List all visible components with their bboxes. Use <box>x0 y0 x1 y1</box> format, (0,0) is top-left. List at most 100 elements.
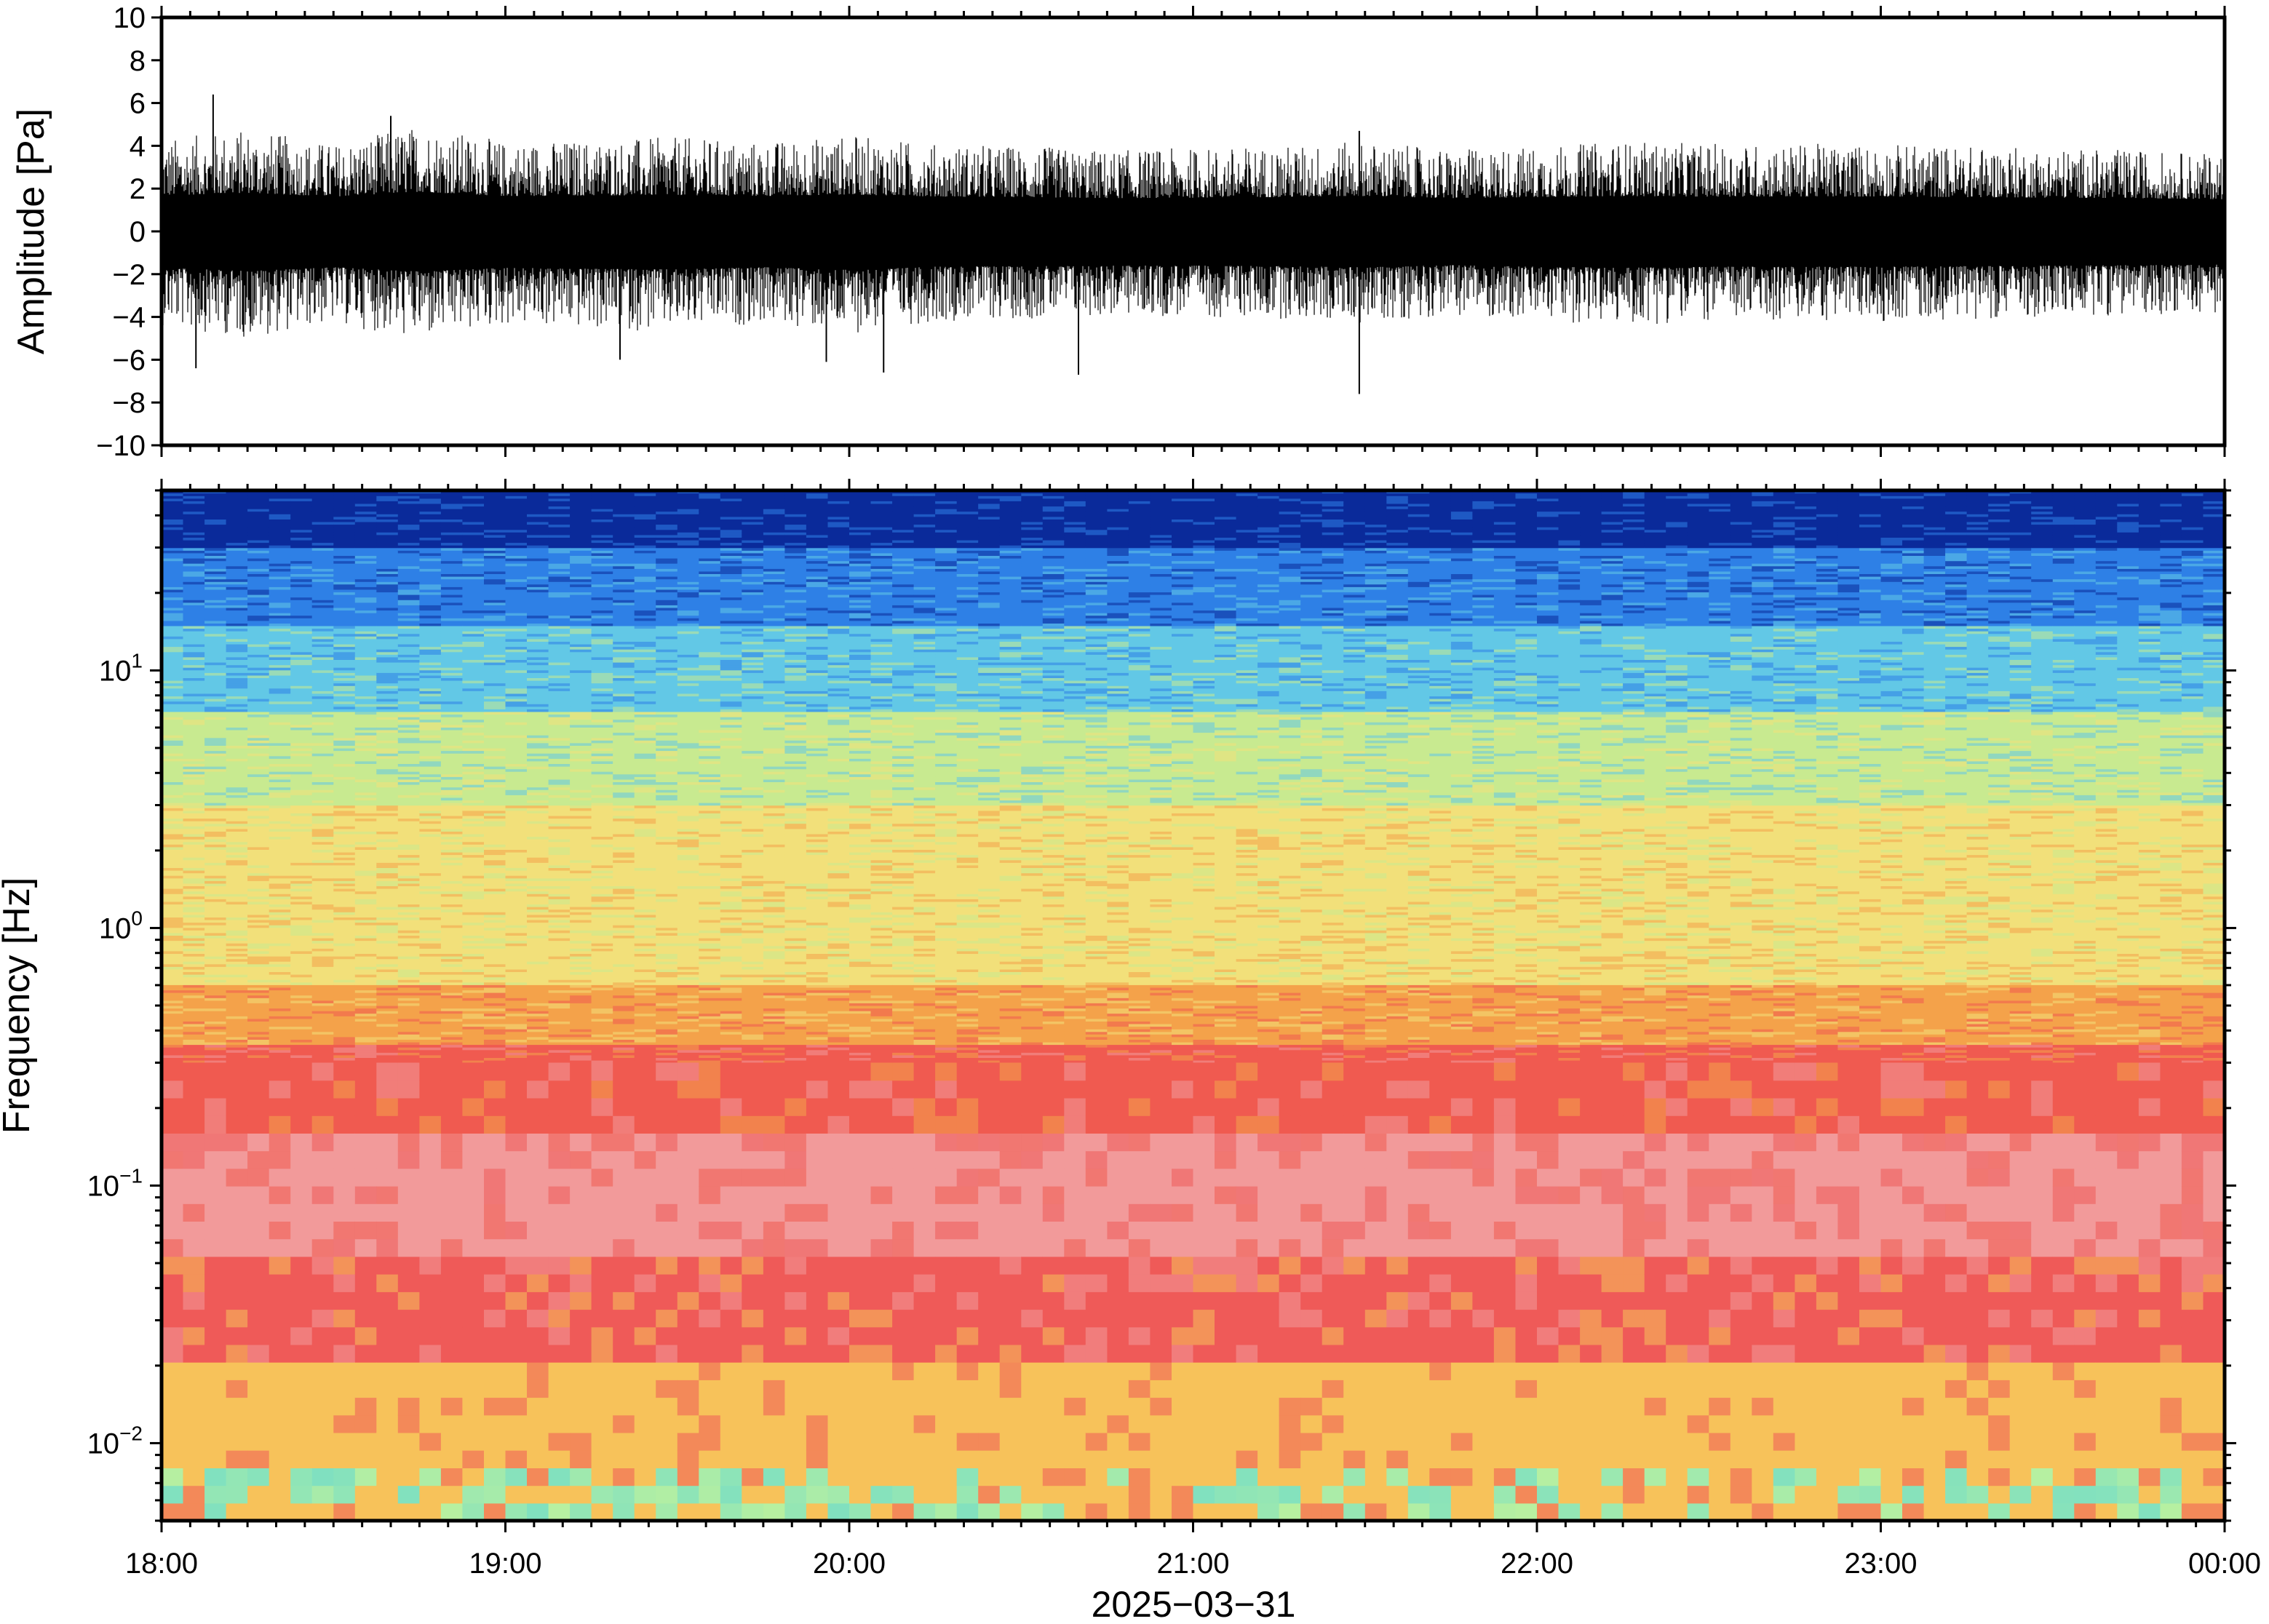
spectrogram-cell <box>162 844 184 848</box>
spectrogram-cell <box>290 1036 313 1040</box>
spectrogram-cell <box>354 945 377 949</box>
spectrogram-cell <box>376 795 399 798</box>
spectrogram-cell <box>505 1062 528 1081</box>
spectrogram-cell <box>226 1018 248 1022</box>
spectrogram-cell <box>376 1034 399 1038</box>
spectrogram-cell <box>505 503 528 507</box>
spectrogram-cell <box>290 867 313 871</box>
spectrogram-cell <box>462 664 485 668</box>
spectrogram-cell <box>162 1036 184 1040</box>
spectrogram-cell <box>269 950 291 954</box>
spectrogram-cell <box>247 1039 270 1043</box>
spectrogram-cell <box>311 875 334 879</box>
spectrogram-cell <box>333 701 356 704</box>
spectrogram-cell <box>505 563 528 567</box>
spectrogram-cell <box>204 636 227 640</box>
spectrogram-cell <box>290 883 313 886</box>
spectrogram-cell <box>311 956 334 960</box>
spectrogram-cell <box>440 839 463 843</box>
spectrogram-cell <box>440 550 463 554</box>
spectrogram-cell <box>484 1238 506 1257</box>
spectrogram-cell <box>419 613 442 616</box>
spectrogram-cell <box>290 586 313 590</box>
spectrogram-cell <box>376 698 399 702</box>
spectrogram-cell <box>397 917 420 920</box>
spectrogram-cell <box>527 605 549 608</box>
spectrogram-cell <box>548 493 571 496</box>
spectrogram-cell <box>548 841 571 845</box>
spectrogram-cell <box>440 857 463 861</box>
spectrogram-cell <box>462 787 485 790</box>
spectrogram-cell <box>204 498 227 501</box>
spectrogram-cell <box>440 1485 463 1504</box>
spectrogram-cell <box>269 1000 291 1003</box>
spectrogram-cell <box>376 516 399 520</box>
spectrogram-cell <box>354 1062 377 1081</box>
spectrogram-cell <box>484 1186 506 1204</box>
spectrogram-cell <box>397 578 420 582</box>
spectrogram-cell <box>226 542 248 546</box>
spectrogram-cell <box>505 1021 528 1024</box>
spectrogram-cell <box>226 826 248 829</box>
spectrogram-cell <box>226 704 248 707</box>
spectrogram-cell <box>183 998 205 1001</box>
spectrogram-cell <box>440 495 463 499</box>
spectrogram-cell <box>419 828 442 832</box>
spectrogram-cell <box>527 584 549 587</box>
spectrogram-cell <box>247 722 270 725</box>
spectrogram-cell <box>484 558 506 562</box>
spectrogram-cell <box>570 813 592 816</box>
spectrogram-cell <box>484 875 506 879</box>
spectrogram-cell <box>354 506 377 509</box>
spectrogram-cell <box>162 976 184 980</box>
spectrogram-cell <box>269 1039 291 1043</box>
spectrogram-cell <box>462 1062 485 1081</box>
spectrogram-cell <box>311 628 334 632</box>
spectrogram-cell <box>484 737 506 741</box>
spectrogram-cell <box>484 714 506 717</box>
spectrogram-cell <box>311 529 334 533</box>
spectrogram-cell <box>505 1362 528 1380</box>
spectrogram-cell <box>269 995 291 998</box>
spectrogram-cell <box>226 888 248 892</box>
spectrogram-cell <box>311 1468 334 1486</box>
spectrogram-cell <box>505 1026 528 1030</box>
spectrogram-cell <box>247 810 270 813</box>
spectrogram-cell <box>419 623 442 626</box>
spectrogram-cell <box>247 792 270 795</box>
spectrogram-cell <box>397 1016 420 1019</box>
spectrogram-cell <box>204 623 227 626</box>
spectrogram-cell <box>397 586 420 590</box>
spectrogram-cell <box>333 1256 356 1275</box>
spectrogram-cell <box>440 1397 463 1416</box>
spectrogram-cell <box>548 659 571 663</box>
spectrogram-cell <box>376 527 399 530</box>
spectrogram-cell <box>290 961 313 965</box>
spectrogram-cell <box>440 1011 463 1014</box>
spectrogram-cell <box>505 592 528 595</box>
spectrogram-cell <box>527 880 549 884</box>
spectrogram-cell <box>419 1256 442 1275</box>
spectrogram-cell <box>183 781 205 785</box>
spectrogram-cell <box>548 891 571 894</box>
spectrogram-cell <box>376 649 399 653</box>
spectrogram-cell <box>397 545 420 549</box>
spectrogram-cell <box>462 1309 485 1328</box>
spectrogram-cell <box>247 747 270 752</box>
spectrogram-cell <box>397 1450 420 1468</box>
spectrogram-cell <box>527 706 549 709</box>
spectrogram-cell <box>290 953 313 957</box>
spectrogram-cell <box>247 990 270 993</box>
spectrogram-cell <box>162 851 184 856</box>
spectrogram-cell <box>204 815 227 819</box>
spectrogram-cell <box>548 651 571 655</box>
spectrogram-cell <box>570 1031 592 1035</box>
spectrogram-cell <box>505 815 528 819</box>
spectrogram-cell <box>548 846 571 850</box>
spectrogram-cell <box>505 719 528 723</box>
spectrogram-cell <box>548 914 571 918</box>
spectrogram-cell <box>527 654 549 658</box>
spectrogram-cell <box>247 826 270 829</box>
spectrogram-cell <box>290 784 313 788</box>
